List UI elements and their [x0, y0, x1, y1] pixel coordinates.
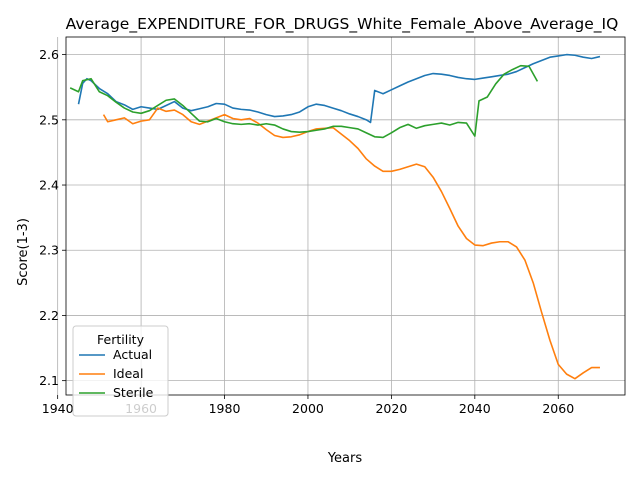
x-tick-label: 2060	[542, 401, 574, 416]
plot-frame	[65, 36, 626, 396]
series-layer	[69, 53, 601, 380]
x-tick-label: 1980	[209, 401, 241, 416]
y-tick-label: 2.2	[39, 308, 59, 323]
y-tick-label: 2.4	[39, 178, 59, 193]
x-tick-label: 1940	[42, 401, 74, 416]
x-tick-label: 2040	[459, 401, 491, 416]
y-axis-label: Score(1-3)	[16, 218, 31, 286]
x-tick-label: 2020	[375, 401, 407, 416]
y-axis: 2.1 2.2 2.3 2.4 2.5 2.6	[39, 47, 66, 388]
legend: Fertility Actual Ideal Sterile	[72, 325, 169, 417]
x-axis: 1940196019802000202020402060	[42, 395, 574, 416]
legend-label-actual: Actual	[113, 347, 152, 362]
y-tick-label: 2.6	[39, 47, 59, 62]
x-axis-label: Years	[327, 451, 363, 466]
series-line-ideal	[102, 107, 600, 380]
chart-title: Average_EXPENDITURE_FOR_DRUGS_White_Fema…	[66, 15, 619, 34]
x-tick-label: 2000	[292, 401, 324, 416]
y-tick-label: 2.3	[39, 243, 59, 258]
series-line-sterile	[69, 64, 539, 139]
legend-title: Fertility	[97, 332, 145, 347]
y-tick-label: 2.1	[39, 373, 59, 388]
legend-entries: Actual Ideal Sterile	[79, 347, 154, 400]
grid-lines	[57, 37, 625, 395]
legend-label-sterile: Sterile	[113, 385, 154, 400]
legend-label-ideal: Ideal	[113, 366, 143, 381]
y-tick-label: 2.5	[39, 112, 59, 127]
